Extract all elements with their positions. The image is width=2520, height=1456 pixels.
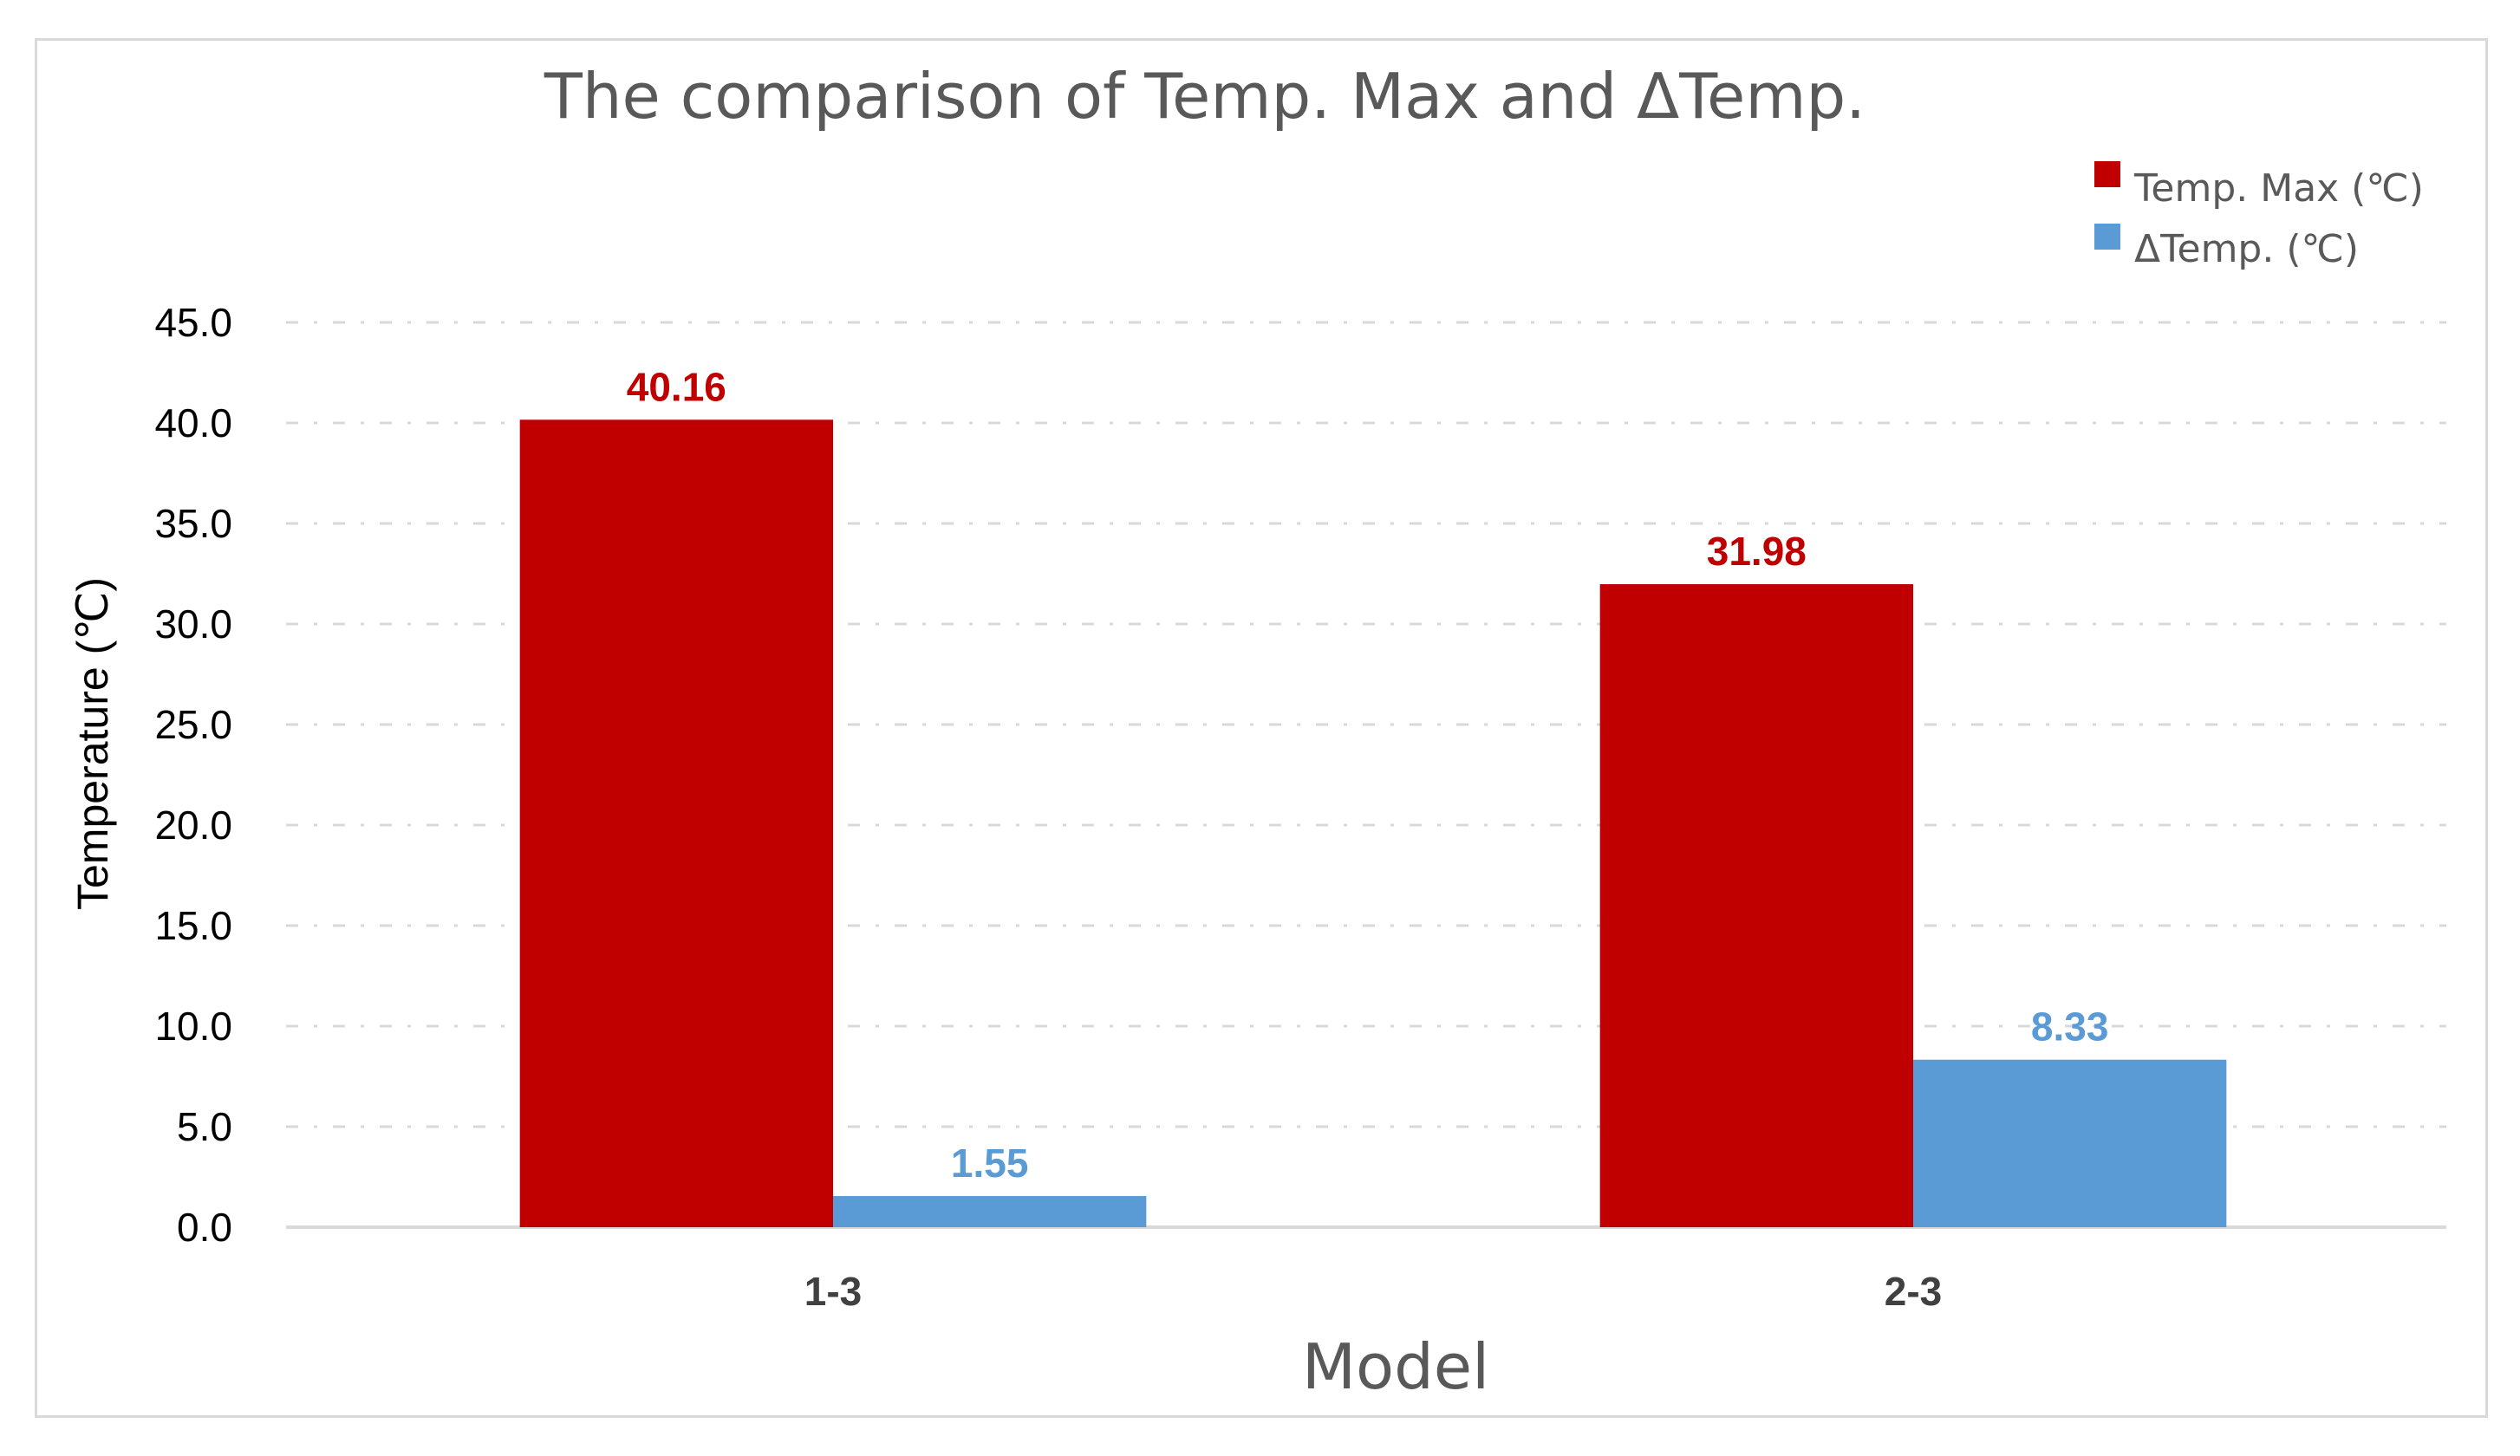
x-axis-label: Model: [1302, 1330, 1489, 1403]
bar: [833, 1196, 1147, 1227]
bar: [1913, 1059, 2227, 1227]
y-axis-label: Temperature (℃): [68, 577, 117, 910]
data-label: 40.16: [627, 364, 726, 409]
y-tick-label: 0.0: [177, 1205, 232, 1250]
bar: [1599, 584, 1913, 1227]
data-label: 31.98: [1707, 529, 1807, 574]
y-tick-label: 35.0: [154, 501, 232, 546]
data-labels: 40.16 1.55 31.98 8.33: [627, 364, 2109, 1186]
chart-title: The comparison of Temp. Max and ΔTemp.: [544, 60, 1866, 133]
legend: Temp. Max (℃) ΔTemp. (℃): [2094, 161, 2424, 271]
y-tick-label: 20.0: [154, 803, 232, 848]
gridlines: [286, 321, 2446, 1128]
legend-label-temp-max: Temp. Max (℃): [2133, 166, 2424, 211]
y-tick-label: 40.0: [154, 400, 232, 445]
data-label: 8.33: [2031, 1004, 2109, 1050]
y-tick-label: 10.0: [154, 1004, 232, 1049]
legend-label-delta-temp: ΔTemp. (℃): [2134, 227, 2359, 271]
legend-swatch-temp-max: [2094, 161, 2120, 187]
x-axis-categories: 1-3 2-3: [804, 1269, 1942, 1314]
data-label: 1.55: [951, 1141, 1029, 1186]
y-axis-ticks: 0.0 5.0 10.0 15.0 20.0 25.0 30.0 35.0 40.0 45.0: [154, 300, 232, 1250]
x-category-label: 2-3: [1885, 1269, 1942, 1314]
bars: [519, 419, 2227, 1228]
legend-swatch-delta-temp: [2094, 224, 2120, 250]
y-tick-label: 15.0: [154, 903, 232, 948]
x-category-label: 1-3: [804, 1269, 862, 1314]
bar: [519, 419, 833, 1228]
y-tick-label: 30.0: [154, 601, 232, 647]
y-tick-label: 25.0: [154, 702, 232, 747]
y-tick-label: 45.0: [154, 300, 232, 345]
y-tick-label: 5.0: [177, 1104, 232, 1149]
